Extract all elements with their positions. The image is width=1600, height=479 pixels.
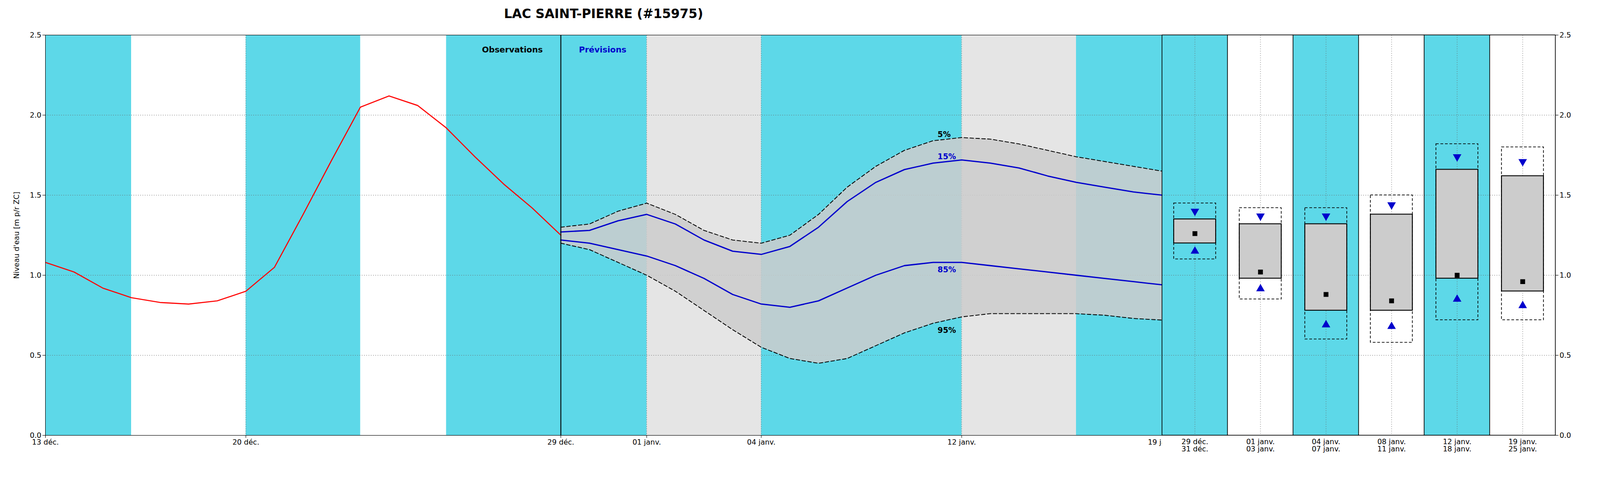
svg-text:85%: 85% [937,264,957,274]
html-text:LAC SAINT-PIERRE (#15975): LAC SAINT-PIERRE (#15975) [503,6,704,22]
svg-text:2.5: 2.5 [1559,30,1572,40]
svg-text:0.5: 0.5 [1559,350,1572,360]
svg-text:29 déc.31 déc.: 29 déc.31 déc. [1181,437,1209,454]
svg-text:2.0: 2.0 [1559,110,1572,120]
svg-text:Prévisions: Prévisions [579,44,627,55]
svg-text:1.5: 1.5 [29,190,42,200]
svg-text:01 janv.: 01 janv. [632,437,661,447]
svg-text:04 janv.: 04 janv. [746,437,776,447]
svg-text:13 déc.: 13 déc. [32,437,59,447]
svg-text:Observations: Observations [481,44,543,55]
svg-text:0.5: 0.5 [29,350,42,360]
svg-text:12 janv.18 janv.: 12 janv.18 janv. [1442,437,1472,454]
svg-text:2.5: 2.5 [29,30,42,40]
svg-text:Niveau d'eau [m p/r ZC]: Niveau d'eau [m p/r ZC] [12,191,21,279]
svg-text:01 janv.03 janv.: 01 janv.03 janv. [1246,437,1275,454]
svg-text:04 janv.07 janv.: 04 janv.07 janv. [1311,437,1341,454]
svg-text:0.0: 0.0 [1559,430,1572,440]
svg-text:0.0: 0.0 [29,430,42,440]
svg-text:08 janv.11 janv.: 08 janv.11 janv. [1377,437,1406,454]
svg-text:15%: 15% [937,151,957,161]
svg-text:20 déc.: 20 déc. [232,437,260,447]
svg-text:1.0: 1.0 [1559,270,1572,280]
svg-text:95%: 95% [937,325,957,335]
svg-text:2.0: 2.0 [29,110,42,120]
svg-text:29 déc.: 29 déc. [547,437,575,447]
svg-text:5%: 5% [937,129,951,139]
svg-text:12 janv.: 12 janv. [947,437,977,447]
svg-text:1.0: 1.0 [29,270,42,280]
svg-text:19 janv.25 janv.: 19 janv.25 janv. [1508,437,1537,454]
svg-text:1.5: 1.5 [1559,190,1572,200]
